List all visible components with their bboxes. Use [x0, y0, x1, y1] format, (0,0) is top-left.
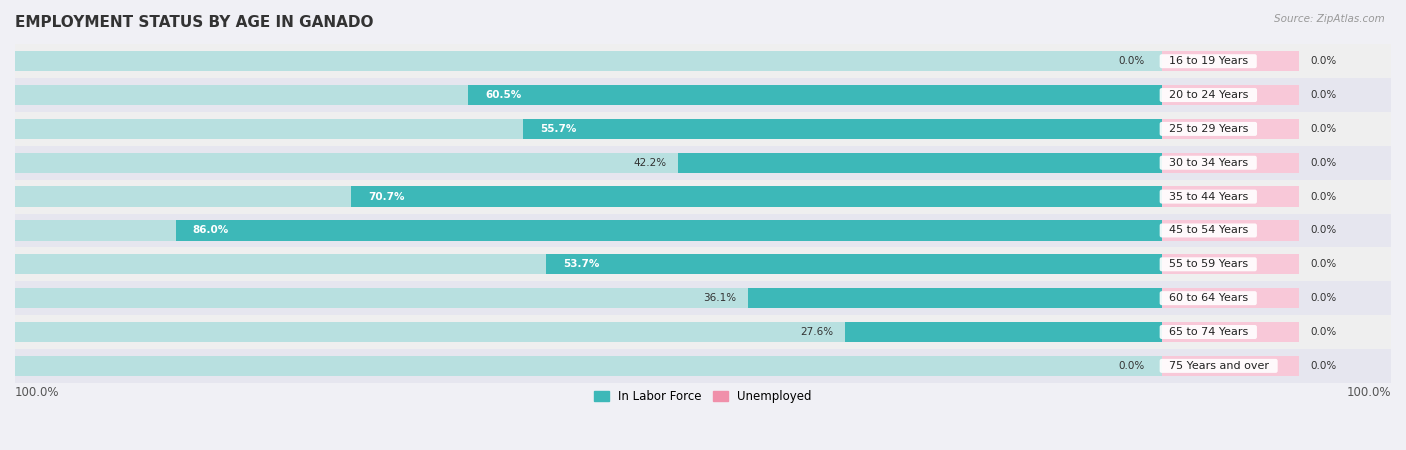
Text: 0.0%: 0.0% [1310, 293, 1337, 303]
Bar [15, 220, 1161, 241]
Text: 0.0%: 0.0% [1310, 158, 1337, 168]
Text: 45 to 54 Years: 45 to 54 Years [1161, 225, 1256, 235]
Bar [468, 85, 1161, 105]
Bar [1161, 288, 1299, 308]
Text: 0.0%: 0.0% [1310, 361, 1337, 371]
Text: 60.5%: 60.5% [485, 90, 522, 100]
Text: 75 Years and over: 75 Years and over [1161, 361, 1275, 371]
Bar [176, 220, 1161, 241]
Text: 100.0%: 100.0% [1347, 386, 1391, 399]
Bar [546, 254, 1161, 274]
Bar [15, 281, 1391, 315]
Text: 0.0%: 0.0% [1310, 124, 1337, 134]
Bar [1161, 153, 1299, 173]
Bar [15, 248, 1391, 281]
Bar [15, 44, 1391, 78]
Text: 70.7%: 70.7% [368, 192, 405, 202]
Bar [678, 153, 1161, 173]
Text: 0.0%: 0.0% [1118, 56, 1144, 66]
Text: 0.0%: 0.0% [1310, 192, 1337, 202]
Text: 42.2%: 42.2% [633, 158, 666, 168]
Bar [1161, 254, 1299, 274]
Text: 53.7%: 53.7% [564, 259, 599, 269]
Bar [15, 214, 1391, 248]
Bar [15, 85, 1161, 105]
Bar [845, 322, 1161, 342]
Text: EMPLOYMENT STATUS BY AGE IN GANADO: EMPLOYMENT STATUS BY AGE IN GANADO [15, 15, 374, 30]
Bar [1161, 220, 1299, 241]
Bar [15, 356, 1161, 376]
Text: 0.0%: 0.0% [1118, 361, 1144, 371]
Text: 30 to 34 Years: 30 to 34 Years [1161, 158, 1254, 168]
Bar [15, 119, 1161, 139]
Legend: In Labor Force, Unemployed: In Labor Force, Unemployed [589, 386, 817, 408]
Bar [1161, 51, 1299, 72]
Bar [1161, 322, 1299, 342]
Text: 20 to 24 Years: 20 to 24 Years [1161, 90, 1256, 100]
Bar [15, 254, 1161, 274]
Text: Source: ZipAtlas.com: Source: ZipAtlas.com [1274, 14, 1385, 23]
Bar [15, 322, 1161, 342]
Bar [1161, 356, 1299, 376]
Text: 0.0%: 0.0% [1310, 225, 1337, 235]
Bar [15, 349, 1391, 383]
Text: 36.1%: 36.1% [703, 293, 737, 303]
Bar [15, 112, 1391, 146]
Text: 0.0%: 0.0% [1310, 90, 1337, 100]
Bar [1161, 186, 1299, 207]
Bar [15, 78, 1391, 112]
Bar [15, 153, 1161, 173]
Bar [748, 288, 1161, 308]
Bar [523, 119, 1161, 139]
Text: 60 to 64 Years: 60 to 64 Years [1161, 293, 1254, 303]
Text: 86.0%: 86.0% [193, 225, 229, 235]
Text: 0.0%: 0.0% [1310, 259, 1337, 269]
Bar [15, 315, 1391, 349]
Text: 16 to 19 Years: 16 to 19 Years [1161, 56, 1254, 66]
Bar [15, 180, 1391, 214]
Bar [15, 186, 1161, 207]
Text: 55 to 59 Years: 55 to 59 Years [1161, 259, 1254, 269]
Bar [15, 146, 1391, 180]
Bar [15, 288, 1161, 308]
Text: 35 to 44 Years: 35 to 44 Years [1161, 192, 1256, 202]
Bar [1161, 85, 1299, 105]
Text: 0.0%: 0.0% [1310, 327, 1337, 337]
Text: 27.6%: 27.6% [800, 327, 834, 337]
Text: 100.0%: 100.0% [15, 386, 59, 399]
Text: 25 to 29 Years: 25 to 29 Years [1161, 124, 1256, 134]
Text: 55.7%: 55.7% [540, 124, 576, 134]
Text: 65 to 74 Years: 65 to 74 Years [1161, 327, 1256, 337]
Bar [352, 186, 1161, 207]
Text: 0.0%: 0.0% [1310, 56, 1337, 66]
Bar [1161, 119, 1299, 139]
Bar [15, 51, 1161, 72]
